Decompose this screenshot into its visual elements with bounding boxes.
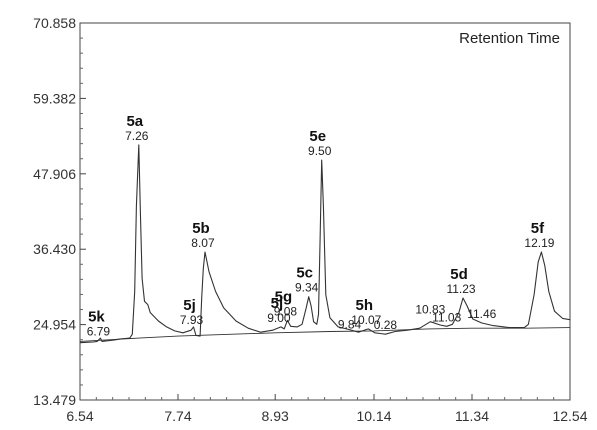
peak-time-label: 9.00 [267,311,291,325]
minor-time-label: 9.84 [338,318,362,332]
peak-time-label: 9.50 [308,144,332,158]
baseline-trace [79,327,571,342]
peak-time-label: 9.34 [295,281,319,295]
peak-time-label: 11.23 [446,282,475,296]
peak-name-label: 5e [309,128,326,145]
peak-labels: 6.795k7.265a7.935j8.075b9.005j9.085g9.34… [87,113,555,339]
x-tick-label: 11.34 [455,408,489,424]
x-tick-label: 10.14 [356,408,391,424]
peak-name-label: 5b [192,220,210,237]
peak-time-label: 12.19 [524,236,554,250]
peak-name-label: 5c [296,265,313,282]
y-axis: 13.479 24.954 36.430 47.906 59.382 70.858 [33,15,86,408]
chromatogram-trace [79,144,571,344]
minor-time-label: 11.46 [467,307,496,321]
minor-time-label: 10.83 [415,302,445,316]
peak-name-label: 5f [531,220,545,237]
peak-time-label: 7.26 [125,129,149,143]
x-axis: 6.54 7.74 8.93 10.14 11.34 12.54 [66,394,588,424]
x-tick-label: 6.54 [66,408,93,424]
minor-time-label: 0.28 [374,318,398,332]
series-lines [79,144,571,344]
peak-name-label: 5a [126,113,143,130]
peak-name-label: 5k [88,309,105,326]
peak-name-label: 5h [356,297,374,314]
x-tick-label: 8.93 [262,408,289,424]
peak-name-label: 5j [271,295,284,312]
peak-time-label: 8.07 [191,236,215,250]
peak-name-label: 5j [183,297,196,314]
peak-time-label: 6.79 [87,325,111,339]
x-tick-label: 7.74 [164,408,191,424]
y-tick-label: 70.858 [33,15,76,31]
peak-name-label: 5d [450,266,468,283]
peak-time-label: 9.08 [274,304,298,318]
y-tick-label: 36.430 [33,241,76,257]
minor-time-label: 11.03 [432,310,461,324]
peak-time-label: 10.07 [351,313,381,327]
x-tick-label: 12.54 [552,408,587,424]
y-tick-label: 24.954 [33,317,76,333]
y-tick-label: 13.479 [33,392,76,408]
y-tick-label: 59.382 [33,90,76,106]
y-tick-label: 47.906 [33,166,76,182]
peak-name-label: 5g [275,288,293,305]
peak-time-label: 7.93 [180,313,204,327]
plot-area-frame [79,22,571,401]
legend-text: Retention Time [459,30,560,47]
